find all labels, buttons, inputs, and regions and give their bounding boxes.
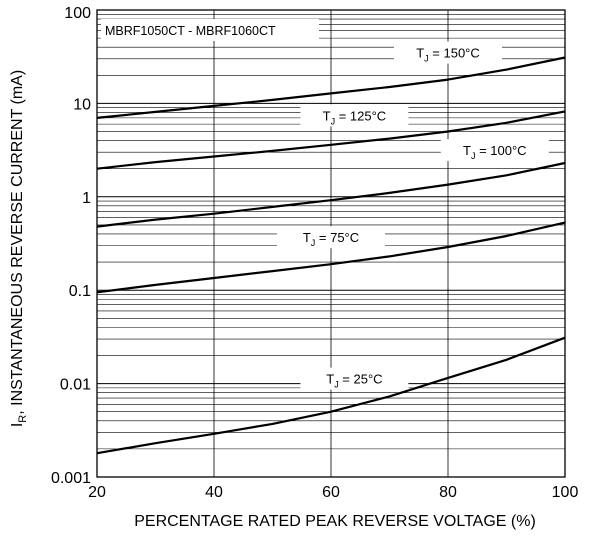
series-label-2: TJ = 100°C: [463, 143, 527, 161]
series-label-background: [440, 139, 549, 162]
series-label-symbol: T: [326, 372, 334, 387]
series-label-background: [300, 104, 409, 127]
y-tick-label: 0.01: [60, 377, 91, 394]
series-label-3: TJ = 75°C: [303, 230, 359, 248]
series-label-symbol: T: [323, 108, 331, 123]
series-label-subscript: J: [471, 151, 476, 161]
x-tick-label: 40: [205, 484, 223, 501]
series-label-0: TJ = 150°C: [416, 46, 480, 64]
x-axis-title: PERCENTAGE RATED PEAK REVERSE VOLTAGE (%…: [134, 513, 536, 530]
series-label-4: TJ = 25°C: [326, 372, 382, 390]
y-tick-label: 100: [64, 5, 91, 22]
x-tick-label: 20: [88, 484, 106, 501]
x-tick-label: 100: [552, 484, 579, 501]
plot-frame: [96, 9, 566, 478]
annotation: MBRF1050CT - MBRF1060CT: [101, 19, 319, 41]
series-label-background: [394, 41, 502, 64]
device-annotation: MBRF1050CT - MBRF1060CT: [105, 24, 276, 38]
y-tick-label: 0.1: [69, 283, 91, 300]
series-line-0: [96, 56, 566, 119]
series-line-4: [96, 336, 566, 455]
y-axis-title-symbol: I: [9, 423, 26, 427]
series-label-text: = 125°C: [335, 108, 386, 123]
y-axis-title: IR, INSTANTANEOUS REVERSE CURRENT (mA): [9, 70, 29, 427]
series-label-text: = 150°C: [429, 46, 480, 61]
series-label-background: [300, 367, 409, 390]
y-axis-title-subscript: R: [17, 415, 29, 423]
series-labels: TJ = 150°CTJ = 125°CTJ = 100°CTJ = 75°CT…: [277, 41, 549, 390]
series-label-subscript: J: [424, 54, 429, 64]
series-line-2: [96, 161, 566, 228]
annotation-background: [101, 19, 319, 41]
y-axis-title-text: , INSTANTANEOUS REVERSE CURRENT (mA): [9, 70, 26, 415]
series-label-background: [277, 226, 385, 249]
series-label-1: TJ = 125°C: [323, 108, 387, 126]
series-label-symbol: T: [463, 143, 471, 158]
x-tick-label: 60: [322, 484, 340, 501]
series-label-text: = 100°C: [475, 143, 526, 158]
series-line-3: [96, 221, 566, 294]
y-tick-labels: 100 10 1 0.1 0.01 0.001: [51, 5, 91, 487]
y-tick-label: 0.001: [51, 470, 91, 487]
series-label-subscript: J: [334, 380, 339, 390]
y-tick-label: 1: [82, 190, 91, 207]
x-tick-labels: 20 40 60 80 100: [88, 484, 578, 501]
y-tick-label: 10: [73, 96, 91, 113]
series-label-text: = 75°C: [315, 230, 359, 245]
series-label-symbol: T: [303, 230, 311, 245]
series-layer: [96, 56, 566, 455]
series-label-symbol: T: [416, 46, 424, 61]
x-tick-label: 80: [439, 484, 457, 501]
series-line-1: [96, 110, 566, 170]
series-label-subscript: J: [311, 238, 316, 248]
series-label-text: = 25°C: [339, 372, 383, 387]
series-label-subscript: J: [331, 116, 336, 126]
